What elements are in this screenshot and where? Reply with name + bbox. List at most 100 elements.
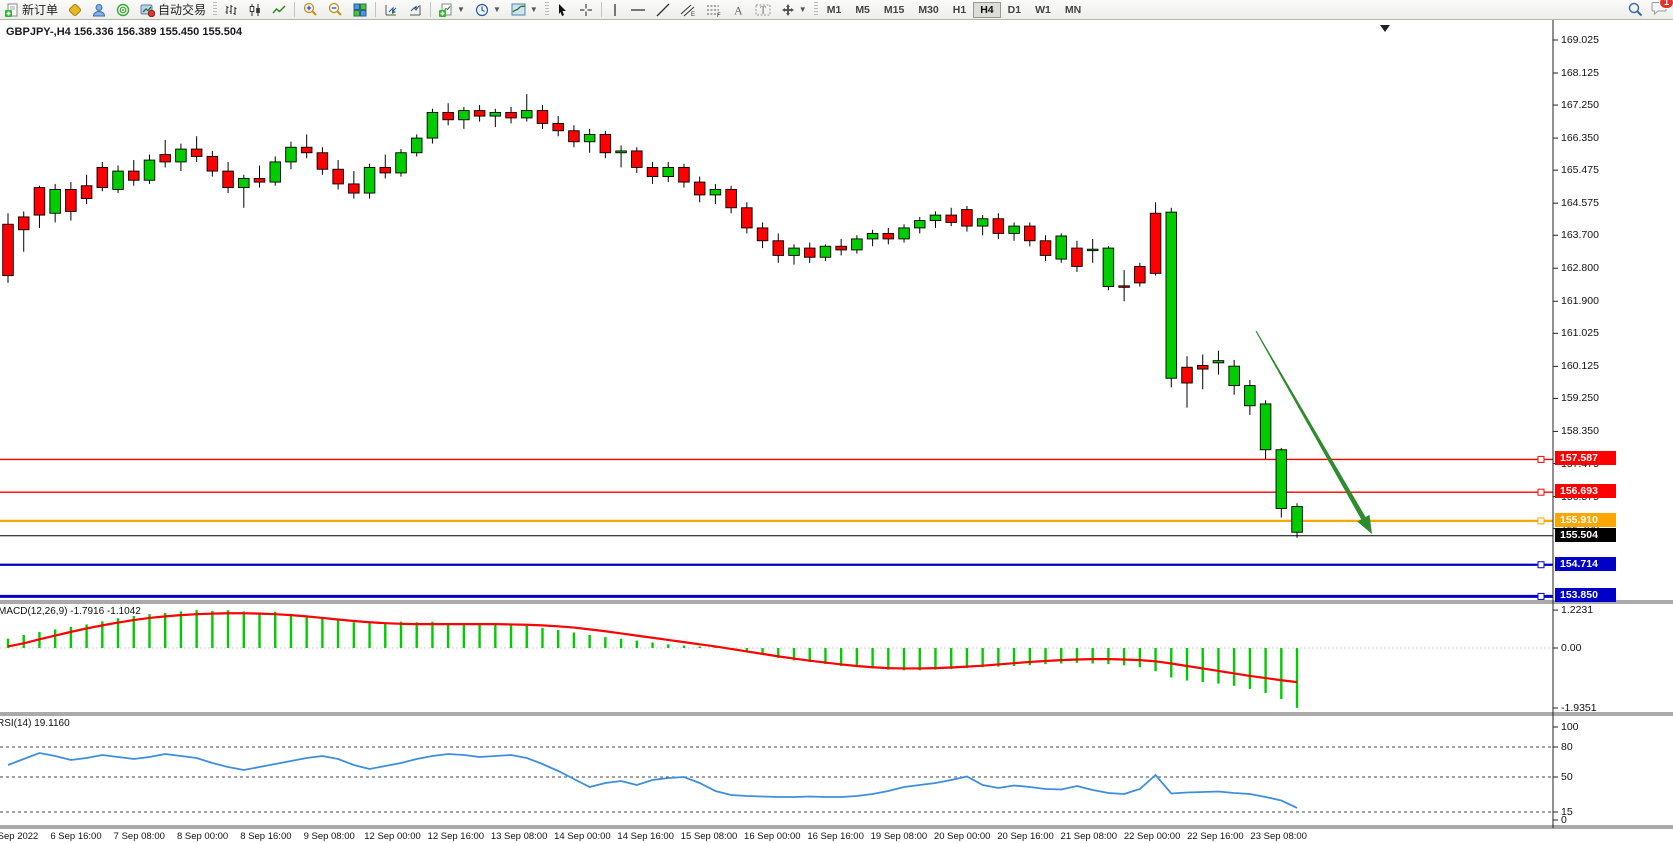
rsi-axis-label: 50 xyxy=(1561,771,1573,783)
candles-group xyxy=(2,94,1303,538)
line-chart-mode-button[interactable] xyxy=(267,1,291,18)
macd-axis-label: 1.2231 xyxy=(1561,604,1594,617)
price-tick-label: 161.025 xyxy=(1561,327,1599,340)
macd-signal-line xyxy=(7,612,1298,684)
timeframe-w1[interactable]: W1 xyxy=(1035,3,1051,16)
crosshair-icon xyxy=(579,3,592,16)
search-icon[interactable] xyxy=(1628,2,1643,17)
equidistant-channel-tool[interactable]: E xyxy=(675,1,701,18)
price-level-badge-154.714: 154.714 xyxy=(1555,556,1616,571)
rsi-name: RSI(14) xyxy=(0,718,32,729)
timeframe-m30[interactable]: M30 xyxy=(918,3,939,16)
signals-button[interactable] xyxy=(111,1,135,18)
new-order-icon xyxy=(5,3,18,17)
radar-icon xyxy=(116,3,130,16)
profile-user-button[interactable] xyxy=(87,1,111,18)
timeframe-mn[interactable]: MN xyxy=(1064,3,1082,16)
macd-axis-label: 0.00 xyxy=(1561,642,1582,654)
time-axis-label: 16 Sep 16:00 xyxy=(807,831,864,842)
zoom-out-icon xyxy=(328,2,342,16)
zoom-out-button[interactable] xyxy=(323,1,348,18)
timeframe-m5[interactable]: M5 xyxy=(855,3,870,16)
tile-windows-button[interactable] xyxy=(348,1,372,18)
market-watch-button[interactable] xyxy=(63,1,87,18)
time-axis-label: 12 Sep 00:00 xyxy=(364,831,421,842)
price-tick-label: 159.250 xyxy=(1561,392,1599,405)
rsi-axis-label: 0 xyxy=(1561,814,1567,826)
time-axis-label: 20 Sep 16:00 xyxy=(997,831,1054,842)
candlestick-icon xyxy=(249,3,260,16)
price-level-badge-156.693: 156.693 xyxy=(1555,484,1616,499)
time-axis-label: 14 Sep 00:00 xyxy=(554,831,611,842)
toolbar-drag-handle3 xyxy=(813,2,818,17)
auto-scroll-button[interactable] xyxy=(379,1,403,18)
price-tick-label: 164.575 xyxy=(1561,197,1599,210)
rsi-axis-label: 100 xyxy=(1561,721,1579,733)
template-button[interactable]: ▼ xyxy=(506,1,543,18)
template-caret: ▼ xyxy=(529,5,538,14)
zoom-in-button[interactable] xyxy=(298,1,323,18)
notifications-button[interactable]: 1 xyxy=(1651,0,1673,18)
add-indicator-icon xyxy=(439,3,452,17)
price-tick-label: 167.250 xyxy=(1561,99,1599,112)
bar-chart-mode-button[interactable] xyxy=(219,1,243,18)
macd-value: -1.7916 xyxy=(70,606,105,617)
arrows-tool[interactable]: ▼ xyxy=(776,1,812,18)
text-tool[interactable]: A xyxy=(727,1,750,18)
autotrading-button[interactable]: 自动交易 xyxy=(135,1,211,18)
svg-text:T: T xyxy=(760,5,766,16)
indicators-caret: ▼ xyxy=(457,5,465,14)
bid-price-badge: 155.504 xyxy=(1555,527,1616,542)
timeframe-m1[interactable]: M1 xyxy=(826,3,842,16)
arrows-caret: ▼ xyxy=(798,5,807,14)
chart-title: GBPJPY-,H4 156.336 156.389 155.450 155.5… xyxy=(6,26,242,38)
toolbar-drag-handle2 xyxy=(544,2,549,17)
new-order-button[interactable]: 新订单 xyxy=(0,1,63,18)
cursor-icon xyxy=(558,3,566,16)
price-tick-label: 166.350 xyxy=(1561,132,1599,145)
indicators-button[interactable]: ▼ xyxy=(434,1,470,18)
level-lines-group[interactable] xyxy=(0,455,1553,600)
timeframe-h1[interactable]: H1 xyxy=(952,3,967,16)
macd-panel xyxy=(0,610,1553,708)
svg-text:A: A xyxy=(734,3,743,17)
crosshair-tool-button[interactable] xyxy=(574,1,598,18)
time-axis-label: 20 Sep 00:00 xyxy=(933,831,991,842)
text-label-tool[interactable]: T xyxy=(750,1,776,18)
macd-indicator-label: MACD(12,26,9) -1.7916 -1.1042 xyxy=(0,606,141,617)
timeframe-m15[interactable]: M15 xyxy=(883,3,905,16)
level-line-handle xyxy=(1537,561,1545,569)
trendline-tool[interactable] xyxy=(651,1,675,18)
timeframe-group: M1 M5 M15 M30 H1 H4 D1 W1 MN xyxy=(820,1,1088,18)
timeframe-d1[interactable]: D1 xyxy=(1007,3,1022,16)
chart-symbol-period: GBPJPY-,H4 xyxy=(6,26,71,38)
gold-tag-icon xyxy=(68,3,82,16)
new-order-label: 新订单 xyxy=(22,3,59,17)
level-line-handle xyxy=(1537,488,1545,496)
svg-text:F: F xyxy=(717,13,721,17)
periods-button[interactable]: ▼ xyxy=(470,1,506,18)
price-tick-label: 161.900 xyxy=(1561,295,1599,308)
chart-shift-marker xyxy=(1380,25,1390,32)
fibonacci-icon: F xyxy=(706,5,721,17)
time-axis-label: 14 Sep 16:00 xyxy=(617,831,674,842)
tile-windows-icon xyxy=(353,3,367,16)
text-icon: A xyxy=(734,3,743,17)
time-axis-label: 9 Sep 08:00 xyxy=(303,831,355,842)
rsi-panel xyxy=(0,746,1553,813)
chart-region[interactable]: GBPJPY-,H4 156.336 156.389 155.450 155.5… xyxy=(0,20,1673,843)
candlestick-mode-button[interactable] xyxy=(243,1,267,18)
price-tick-label: 162.800 xyxy=(1561,262,1599,275)
vertical-line-tool[interactable] xyxy=(605,1,625,18)
chart-canvas xyxy=(0,20,1673,829)
timeframe-h4[interactable]: H4 xyxy=(973,1,1001,18)
macd-signal-value: -1.1042 xyxy=(106,606,141,617)
chart-shift-button[interactable] xyxy=(403,1,427,18)
level-line-handle xyxy=(1537,592,1545,600)
level-line-handle xyxy=(1537,517,1545,525)
chart-shift-icon xyxy=(410,4,421,15)
fibonacci-tool[interactable]: F xyxy=(701,1,727,18)
horizontal-line-tool[interactable] xyxy=(625,1,651,18)
main-toolbar: 新订单 自动交易 xyxy=(0,0,1673,20)
cursor-tool-button[interactable] xyxy=(551,1,574,18)
